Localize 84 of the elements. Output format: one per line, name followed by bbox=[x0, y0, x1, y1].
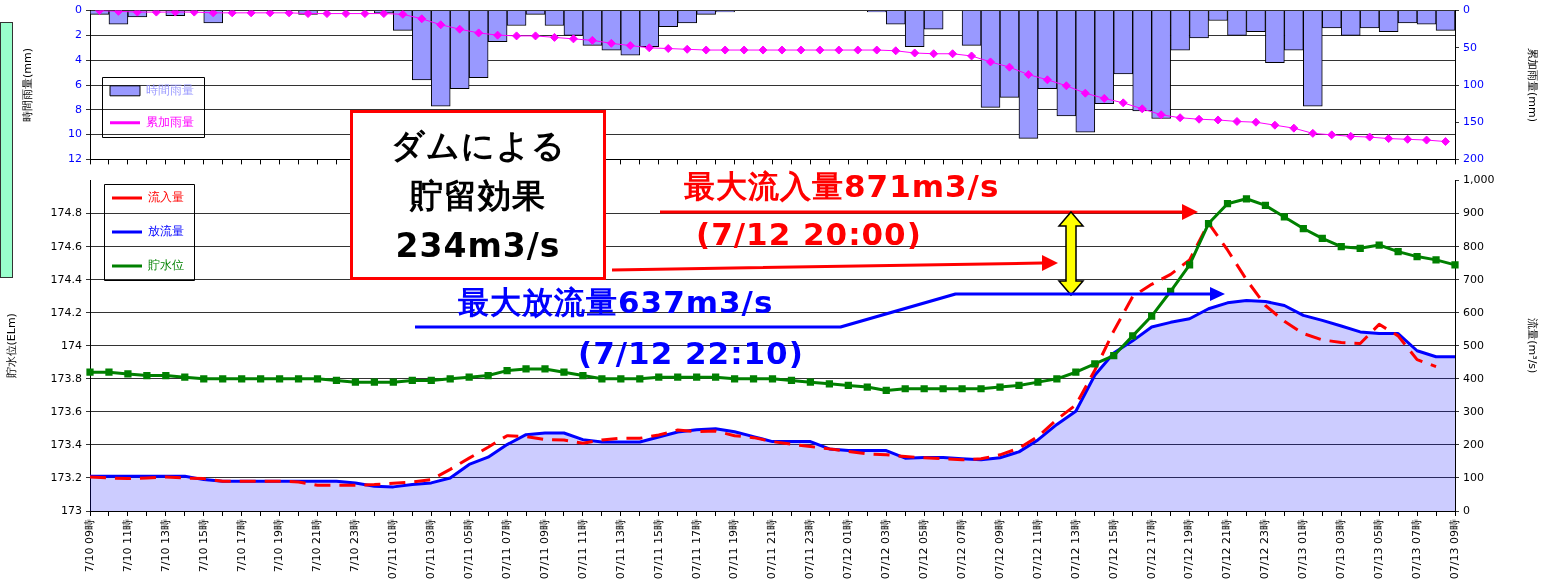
x-tick-label: 7/10 21時 bbox=[310, 519, 324, 573]
x-tick-label: 7/10 19時 bbox=[272, 519, 286, 573]
y-tick-label: 4 bbox=[75, 53, 82, 67]
y-tick-label: 173.8 bbox=[50, 371, 82, 385]
annotation: (7/12 22:10) bbox=[578, 335, 804, 371]
x-tick-label: 07/11 15時 bbox=[651, 519, 665, 580]
y-tick-label: 173.2 bbox=[50, 470, 82, 484]
x-tick-label: 7/10 09時 bbox=[82, 519, 96, 573]
x-tick-label: 07/11 09時 bbox=[537, 519, 551, 580]
x-tick-label: 07/12 21時 bbox=[1220, 519, 1234, 580]
legend-label: 放流量 bbox=[148, 224, 184, 239]
y2-tick-label: 200 bbox=[1463, 152, 1484, 166]
x-tick-label: 07/13 05時 bbox=[1372, 519, 1386, 580]
x-tick-label: 07/12 05時 bbox=[917, 519, 931, 580]
x-tick-label: 07/11 03時 bbox=[424, 519, 438, 580]
annotation: ダムによる貯留効果 234m3/s bbox=[389, 125, 567, 267]
x-tick-label: 07/12 19時 bbox=[1182, 519, 1196, 580]
x-tick-label: 07/12 17時 bbox=[1144, 519, 1158, 580]
annotation: (7/12 20:00) bbox=[696, 216, 922, 252]
y2-tick-label: 50 bbox=[1463, 40, 1477, 54]
y-tick-label: 173.4 bbox=[50, 437, 82, 451]
x-tick-label: 07/11 21時 bbox=[765, 519, 779, 580]
legend-label: 累加雨量 bbox=[146, 114, 194, 129]
x-tick-label: 07/13 09時 bbox=[1447, 519, 1461, 580]
y2-tick-label: 100 bbox=[1463, 77, 1484, 91]
y-tick-label: 12 bbox=[68, 152, 82, 166]
y-tick-label: 0 bbox=[75, 3, 82, 17]
x-tick-label: 07/13 03時 bbox=[1334, 519, 1348, 580]
x-tick-label: 07/11 01時 bbox=[386, 519, 400, 580]
y2-tick-label: 0 bbox=[1463, 3, 1470, 17]
y2-tick-label: 0 bbox=[1463, 503, 1470, 517]
y-tick-label: 10 bbox=[68, 127, 82, 141]
legend-label: 時間雨量 bbox=[146, 82, 194, 97]
x-tick-label: 7/10 15時 bbox=[196, 519, 210, 573]
x-tick-label: 7/10 11時 bbox=[120, 519, 134, 573]
x-tick-label: 7/10 13時 bbox=[158, 519, 172, 573]
y-tick-label: 174 bbox=[61, 338, 82, 352]
y2-tick-label: 600 bbox=[1463, 305, 1484, 319]
y2-tick-label: 800 bbox=[1463, 239, 1484, 253]
y2-tick-label: 700 bbox=[1463, 272, 1484, 286]
x-tick-label: 07/12 23時 bbox=[1258, 519, 1272, 580]
y2-tick-label: 400 bbox=[1463, 371, 1484, 385]
y-tick-label: 174.2 bbox=[50, 305, 82, 319]
x-tick-label: 07/12 07時 bbox=[954, 519, 968, 580]
y2-tick-label: 200 bbox=[1463, 437, 1484, 451]
y-tick-label: 174.6 bbox=[50, 239, 82, 253]
x-tick-label: 07/12 03時 bbox=[879, 519, 893, 580]
y2-axis-title: 累加雨量(mm) bbox=[1525, 47, 1539, 123]
x-tick-label: 07/11 07時 bbox=[499, 519, 513, 580]
x-tick-label: 07/12 09時 bbox=[992, 519, 1006, 580]
x-tick-label: 07/11 13時 bbox=[613, 519, 627, 580]
annotation: 最大流入量871m3/s bbox=[684, 168, 1000, 204]
y2-tick-label: 1,000 bbox=[1463, 173, 1495, 187]
x-tick-label: 07/12 01時 bbox=[841, 519, 855, 580]
x-tick-label: 07/12 13時 bbox=[1068, 519, 1082, 580]
y2-tick-label: 100 bbox=[1463, 470, 1484, 484]
x-tick-label: 07/12 11時 bbox=[1030, 519, 1044, 580]
x-tick-label: 7/10 23時 bbox=[348, 519, 362, 573]
y2-tick-label: 300 bbox=[1463, 404, 1484, 418]
y-axis-title: 時間雨量(mm) bbox=[21, 47, 35, 123]
y2-tick-label: 900 bbox=[1463, 206, 1484, 220]
x-tick-label: 07/11 23時 bbox=[803, 519, 817, 580]
x-tick-label: 07/13 07時 bbox=[1409, 519, 1423, 580]
annotation: 最大放流量637m3/s bbox=[458, 284, 774, 320]
x-tick-label: 07/11 11時 bbox=[575, 519, 589, 580]
y-axis-title: 貯水位(ELm) bbox=[5, 313, 19, 379]
y-tick-label: 174.4 bbox=[50, 272, 82, 286]
y2-tick-label: 500 bbox=[1463, 338, 1484, 352]
y-tick-label: 2 bbox=[75, 28, 82, 42]
legend-label: 貯水位 bbox=[148, 258, 184, 273]
y2-tick-label: 150 bbox=[1463, 115, 1484, 129]
y-tick-label: 174.8 bbox=[50, 206, 82, 220]
y-tick-label: 6 bbox=[75, 77, 82, 91]
x-tick-label: 07/11 19時 bbox=[727, 519, 741, 580]
x-tick-label: 07/11 05時 bbox=[462, 519, 476, 580]
x-tick-label: 07/12 15時 bbox=[1106, 519, 1120, 580]
x-tick-label: 07/13 01時 bbox=[1296, 519, 1310, 580]
y-tick-label: 173 bbox=[61, 503, 82, 517]
y-tick-label: 173.6 bbox=[50, 404, 82, 418]
legend-label: 流入量 bbox=[148, 190, 184, 205]
y2-axis-title: 流量(m³/s) bbox=[1525, 318, 1539, 374]
x-tick-label: 7/10 17時 bbox=[234, 519, 248, 573]
x-tick-label: 07/11 17時 bbox=[689, 519, 703, 580]
y-tick-label: 8 bbox=[75, 102, 82, 116]
